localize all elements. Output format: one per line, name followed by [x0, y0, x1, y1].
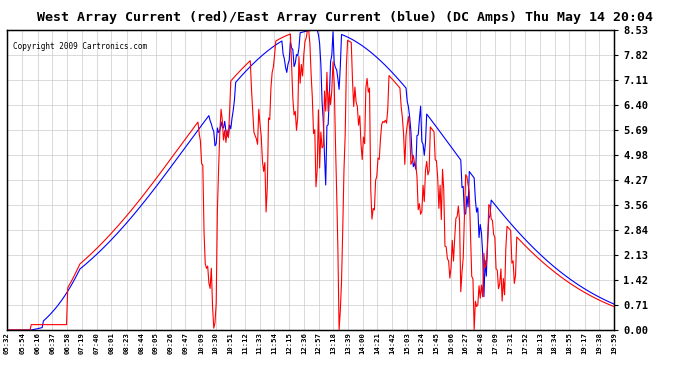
Text: 10:51: 10:51	[227, 332, 233, 354]
Text: 12:15: 12:15	[286, 332, 292, 354]
Text: 15:45: 15:45	[433, 332, 440, 354]
Text: 10:30: 10:30	[213, 332, 219, 354]
Text: 14:00: 14:00	[359, 332, 366, 354]
Text: 10:09: 10:09	[198, 332, 204, 354]
Text: 15:03: 15:03	[404, 332, 410, 354]
Text: 09:26: 09:26	[168, 332, 174, 354]
Text: 11:33: 11:33	[257, 332, 263, 354]
Text: 13:18: 13:18	[331, 332, 336, 354]
Text: 18:13: 18:13	[537, 332, 543, 354]
Text: 11:54: 11:54	[271, 332, 277, 354]
Text: Copyright 2009 Cartronics.com: Copyright 2009 Cartronics.com	[13, 42, 147, 51]
Text: 17:31: 17:31	[507, 332, 513, 354]
Text: 05:54: 05:54	[19, 332, 26, 354]
Text: 15:24: 15:24	[419, 332, 424, 354]
Text: 17:09: 17:09	[492, 332, 498, 354]
Text: 07:19: 07:19	[79, 332, 85, 354]
Text: 14:42: 14:42	[389, 332, 395, 354]
Text: 19:59: 19:59	[611, 332, 617, 354]
Text: 13:39: 13:39	[345, 332, 351, 354]
Text: 06:58: 06:58	[64, 332, 70, 354]
Text: 08:01: 08:01	[108, 332, 115, 354]
Text: 19:38: 19:38	[596, 332, 602, 354]
Text: 06:16: 06:16	[34, 332, 41, 354]
Text: 19:17: 19:17	[582, 332, 588, 354]
Text: 05:32: 05:32	[4, 332, 10, 354]
Text: 08:44: 08:44	[139, 332, 144, 354]
Text: 12:36: 12:36	[301, 332, 307, 354]
Text: 11:12: 11:12	[242, 332, 248, 354]
Text: 16:06: 16:06	[448, 332, 454, 354]
Text: 18:34: 18:34	[551, 332, 558, 354]
Text: 16:48: 16:48	[477, 332, 483, 354]
Text: 17:52: 17:52	[522, 332, 528, 354]
Text: 06:37: 06:37	[50, 332, 55, 354]
Text: 07:40: 07:40	[94, 332, 99, 354]
Text: 09:05: 09:05	[153, 332, 159, 354]
Text: 08:23: 08:23	[124, 332, 130, 354]
Text: 16:27: 16:27	[462, 332, 469, 354]
Text: 09:47: 09:47	[182, 332, 188, 354]
Text: West Array Current (red)/East Array Current (blue) (DC Amps) Thu May 14 20:04: West Array Current (red)/East Array Curr…	[37, 11, 653, 24]
Text: 12:57: 12:57	[315, 332, 322, 354]
Text: 14:21: 14:21	[375, 332, 380, 354]
Text: 18:55: 18:55	[566, 332, 572, 354]
